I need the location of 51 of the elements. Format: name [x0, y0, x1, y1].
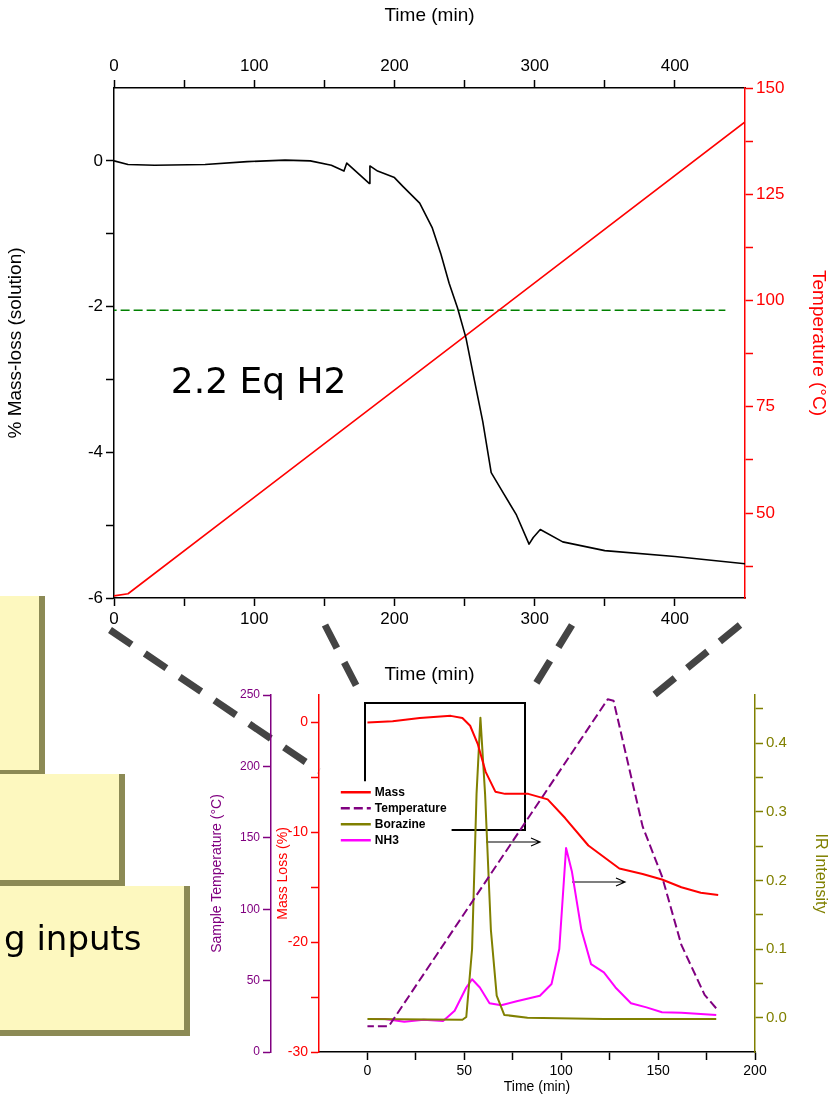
y2-tick-label: 0.4	[766, 733, 787, 751]
x-tick-label: 0	[109, 56, 119, 76]
legend-label: NH3	[374, 832, 400, 847]
x-tick-label: 100	[549, 1062, 574, 1079]
legend-label: Borazine	[374, 816, 426, 831]
y2-tick-label: 150	[756, 77, 785, 97]
y-tick-label: 0	[300, 713, 309, 730]
y2-tick-label: 0.3	[766, 801, 787, 819]
x-tick-label: 200	[743, 1062, 767, 1079]
y2-tick-label: 125	[756, 183, 785, 203]
y-tick-label: -30	[287, 1042, 309, 1059]
x-tick-label: 100	[240, 56, 269, 76]
legend-label: Mass	[374, 784, 406, 799]
y3-axis-title: Sample Temperature (°C)	[208, 794, 225, 953]
legend-label: Temperature	[374, 800, 447, 815]
x-tick-label: 0	[363, 1062, 372, 1079]
y3-tick-label: 200	[239, 758, 261, 773]
x2-tick-label: 200	[380, 608, 409, 628]
x-tick-label: 50	[456, 1062, 473, 1079]
y2-tick-label: 75	[756, 396, 775, 416]
y3-tick-label: 150	[239, 830, 261, 845]
y2-tick-label: 0.1	[766, 939, 787, 957]
y3-tick-label: 100	[239, 901, 261, 916]
x-tick-label: 400	[660, 56, 690, 76]
annotation: 2.2 Eq H2	[170, 360, 347, 402]
x2-axis-title: Time (min)	[384, 3, 475, 25]
x-axis-title: Time (min)	[384, 662, 475, 684]
y2-tick-label: 0.2	[766, 870, 787, 888]
y2-axis-title: IR Intensity	[812, 833, 830, 914]
y-tick-label: -6	[87, 587, 103, 607]
y3-tick-label: 0	[253, 1044, 261, 1059]
y3-tick-label: 50	[246, 972, 261, 987]
x-axis-title: Time (min)	[503, 1078, 571, 1095]
y2-tick-label: 100	[756, 290, 785, 310]
y-axis-title: % Mass-loss (solution)	[3, 247, 25, 439]
y2-axis-title: Temperature (°C)	[809, 270, 831, 416]
y-tick-label: 0	[93, 150, 103, 170]
x2-tick-label: 0	[109, 608, 119, 628]
y3-tick-label: 250	[239, 687, 261, 702]
x-tick-label: 300	[520, 56, 549, 76]
y2-tick-label: 50	[756, 502, 775, 522]
text: g inputs	[4, 918, 142, 958]
y-tick-label: -20	[287, 933, 309, 950]
y2-tick-label: 0.0	[766, 1007, 787, 1025]
y-tick-label: -4	[87, 441, 103, 461]
x2-tick-label: 100	[240, 608, 269, 628]
x2-tick-label: 300	[520, 608, 549, 628]
y-tick-label: -2	[87, 296, 103, 316]
x-tick-label: 150	[646, 1062, 670, 1079]
x-tick-label: 200	[380, 56, 409, 76]
x2-tick-label: 400	[660, 608, 690, 628]
